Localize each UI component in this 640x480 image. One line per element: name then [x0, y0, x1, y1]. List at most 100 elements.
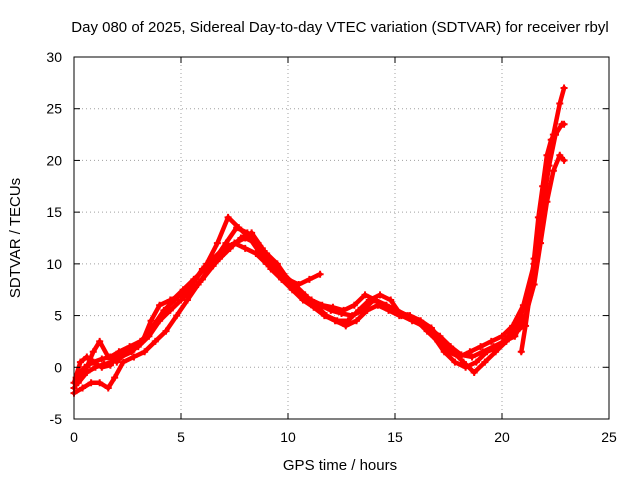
data-point-track-4-34 — [427, 324, 435, 332]
data-point-track-6-2 — [526, 291, 534, 299]
data-point-track-5-24 — [295, 281, 303, 289]
data-point-track-5-17 — [220, 244, 228, 252]
x-tick-label-3: 15 — [387, 429, 403, 445]
data-point-track-5-13 — [177, 291, 185, 299]
data-point-track-4-37 — [459, 358, 467, 366]
data-point-track-4-2 — [91, 363, 99, 371]
data-point-track-4-22 — [299, 296, 307, 304]
data-point-track-2-7 — [130, 353, 138, 361]
data-point-track-4-25 — [331, 317, 339, 325]
data-point-track-3-26 — [340, 306, 348, 314]
series-track-6 — [517, 131, 559, 356]
data-point-track-4-33 — [417, 317, 425, 325]
y-tick-label-2: 5 — [54, 308, 62, 324]
x-tick-label-0: 0 — [70, 429, 78, 445]
data-point-track-4-31 — [395, 312, 403, 320]
y-axis-label: SDTVAR / TECUs — [7, 178, 24, 298]
data-point-track-2-36 — [440, 348, 448, 356]
data-point-track-6-6 — [543, 151, 551, 159]
data-point-track-4-26 — [342, 322, 350, 330]
data-point-track-3-28 — [361, 291, 369, 299]
data-point-track-5-6 — [113, 358, 121, 366]
data-point-track-5-7 — [121, 348, 129, 356]
data-point-track-4-42 — [513, 327, 521, 335]
data-point-track-4-27 — [352, 317, 360, 325]
data-point-track-5-4 — [96, 337, 104, 345]
data-point-track-5-23 — [284, 275, 292, 283]
data-point-track-3-23 — [308, 296, 316, 304]
data-point-track-5-12 — [166, 296, 174, 304]
y-tick-label-5: 20 — [46, 152, 62, 168]
data-point-track-2-12 — [183, 296, 191, 304]
data-point-track-5-19 — [241, 244, 249, 252]
data-point-track-5-11 — [156, 301, 164, 309]
data-point-track-4-30 — [385, 306, 393, 314]
series-track-4 — [74, 213, 527, 387]
data-point-track-3-40 — [489, 343, 497, 351]
series-track-5 — [70, 239, 324, 392]
data-point-track-2-11 — [173, 312, 181, 320]
y-tick-label-1: 0 — [54, 359, 62, 375]
data-point-track-1-49 — [556, 100, 564, 108]
data-point-track-5-15 — [198, 265, 206, 273]
data-point-track-1-1 — [76, 358, 84, 366]
data-point-track-4-28 — [363, 306, 371, 314]
data-point-track-4-38 — [470, 368, 478, 376]
data-point-track-6-4 — [534, 213, 542, 221]
data-point-track-2-9 — [151, 337, 159, 345]
data-point-track-5-8 — [130, 343, 138, 351]
y-tick-label-7: 30 — [46, 49, 62, 65]
data-point-track-4-41 — [502, 337, 510, 345]
axis-ticks: 0 5 10 15 20 25 -5 0 5 10 15 20 25 30 — [46, 49, 617, 445]
data-point-track-5-14 — [188, 281, 196, 289]
data-point-track-2-10 — [162, 327, 170, 335]
x-tick-label-1: 5 — [177, 429, 185, 445]
data-point-track-4-16 — [235, 224, 243, 232]
data-point-track-2-17 — [237, 234, 245, 242]
data-point-track-4-35 — [438, 337, 446, 345]
data-point-track-3-24 — [318, 301, 326, 309]
data-point-track-6-5 — [539, 182, 547, 190]
data-point-track-5-26 — [316, 270, 324, 278]
data-point-track-5-20 — [252, 250, 260, 258]
data-point-track-4-36 — [449, 348, 457, 356]
data-point-track-4-14 — [213, 239, 221, 247]
data-point-track-4-17 — [245, 234, 253, 242]
data-point-track-1-41 — [487, 337, 495, 345]
data-point-track-4-15 — [224, 213, 232, 221]
plot-frame — [73, 56, 610, 420]
data-point-track-3-45 — [537, 239, 545, 247]
data-point-track-2-1 — [79, 384, 87, 392]
data-point-track-5-21 — [263, 260, 271, 268]
data-point-track-3-38 — [468, 353, 476, 361]
data-point-track-5-3 — [89, 348, 97, 356]
y-tick-label-4: 15 — [46, 204, 62, 220]
data-point-track-2-28 — [355, 306, 363, 314]
data-point-track-2-50 — [560, 120, 568, 128]
x-tick-label-2: 10 — [280, 429, 296, 445]
data-point-track-5-1 — [76, 374, 84, 382]
grid-lines — [74, 57, 609, 419]
y-tick-label-3: 10 — [46, 256, 62, 272]
data-point-track-6-3 — [530, 255, 538, 263]
data-point-track-6-0 — [517, 348, 525, 356]
data-point-track-3-5 — [115, 348, 123, 356]
data-point-track-2-3 — [96, 379, 104, 387]
data-point-track-3-39 — [479, 348, 487, 356]
data-point-track-2-6 — [119, 358, 127, 366]
data-point-track-2-31 — [387, 296, 395, 304]
data-point-track-5-10 — [147, 317, 155, 325]
chart-title: Day 080 of 2025, Sidereal Day-to-day VTE… — [71, 19, 608, 36]
x-axis-label: GPS time / hours — [283, 457, 397, 474]
data-point-track-3-29 — [372, 296, 380, 304]
data-point-track-5-18 — [231, 239, 238, 247]
data-point-track-4-29 — [374, 301, 382, 309]
data-point-track-2-39 — [472, 358, 480, 366]
data-point-track-4-21 — [288, 286, 296, 294]
data-point-track-4-24 — [320, 312, 328, 320]
data-point-track-2-37 — [451, 358, 459, 366]
data-point-track-4-3 — [100, 360, 108, 368]
data-point-track-1-40 — [477, 343, 485, 351]
x-tick-label-5: 25 — [601, 429, 617, 445]
